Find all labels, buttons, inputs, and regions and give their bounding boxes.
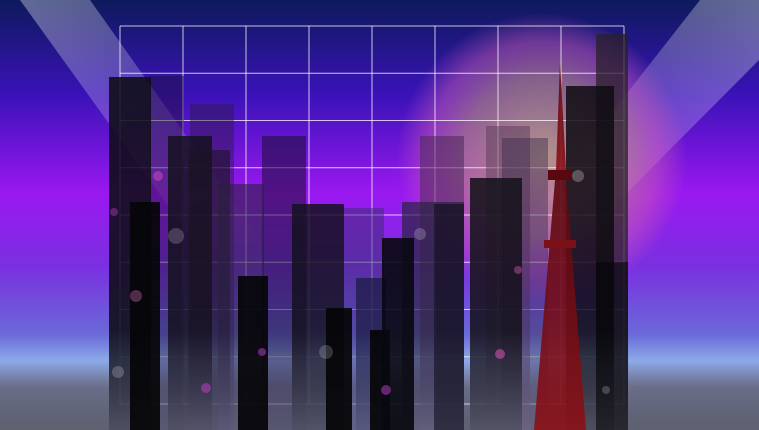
bokeh-dot <box>381 385 391 395</box>
building <box>596 262 628 430</box>
bokeh-dot <box>514 266 522 274</box>
bokeh-dot <box>495 349 505 359</box>
building <box>326 308 352 430</box>
bokeh-dot <box>258 348 266 356</box>
tower-pod <box>548 170 572 180</box>
front-buildings <box>130 202 628 430</box>
bokeh-dot <box>112 366 124 378</box>
bokeh-dot <box>201 383 211 393</box>
bokeh-dot <box>602 386 610 394</box>
bokeh-dot <box>319 345 333 359</box>
building <box>130 202 160 430</box>
bokeh-dot <box>414 228 426 240</box>
tower-ring <box>544 240 576 248</box>
bokeh-dot <box>572 170 584 182</box>
bokeh-dot <box>130 290 142 302</box>
tower-shaft <box>534 180 586 430</box>
bokeh-dot <box>110 208 118 216</box>
tower <box>534 62 586 430</box>
bokeh-dot <box>153 171 163 181</box>
bokeh-lights <box>110 170 610 395</box>
building <box>382 238 414 430</box>
bokeh-dot <box>168 228 184 244</box>
building <box>434 204 464 430</box>
tower-spire <box>556 62 566 170</box>
